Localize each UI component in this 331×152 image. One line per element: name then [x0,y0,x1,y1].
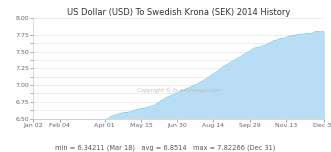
Text: Copyright © fx-exchange.com: Copyright © fx-exchange.com [137,88,220,93]
Text: min = 6.34211 (Mar 18)   avg = 6.8514   max = 7.82266 (Dec 31): min = 6.34211 (Mar 18) avg = 6.8514 max … [55,145,276,151]
Title: US Dollar (USD) To Swedish Krona (SEK) 2014 History: US Dollar (USD) To Swedish Krona (SEK) 2… [67,9,290,17]
